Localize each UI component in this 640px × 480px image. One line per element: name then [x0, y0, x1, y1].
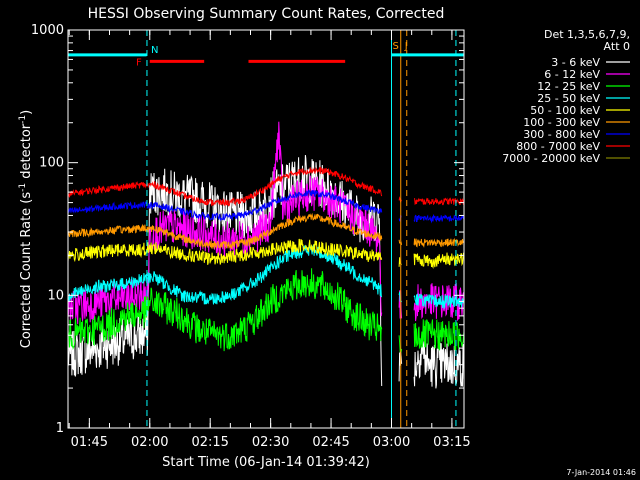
legend-label: 100 - 300 keV	[523, 116, 600, 129]
legend-label: 7000 - 20000 keV	[502, 152, 600, 165]
legend-label: 25 - 50 keV	[537, 92, 600, 105]
legend-header-line-1: Det 1,3,5,6,7,9,	[544, 28, 630, 41]
y-tick-label: 10	[47, 288, 64, 303]
legend-label: 50 - 100 keV	[530, 104, 600, 117]
x-tick-label: 03:00	[373, 435, 410, 450]
y-tick-label: 100	[39, 156, 64, 171]
y-tick-label: 1	[56, 421, 64, 436]
x-axis: 01:45 02:00 02:15 02:30 02:45 03:00 03:15	[68, 30, 471, 450]
x-tick-label: 03:15	[433, 435, 470, 450]
plot-area: NF S J	[67, 30, 465, 428]
legend-label: 3 - 6 keV	[551, 56, 600, 69]
x-tick-label: 02:00	[131, 435, 168, 450]
x-tick-label: 02:15	[191, 435, 228, 450]
legend-label: 12 - 25 keV	[537, 80, 600, 93]
flag-label-S: S	[392, 41, 398, 52]
x-tick-label: 02:30	[252, 435, 289, 450]
y-axis-label: Corrected Count Rate (s-1 detector-1)	[18, 110, 34, 348]
plot-frame	[67, 29, 465, 429]
x-tick-label: 01:45	[71, 435, 108, 450]
x-axis-label: Start Time (06-Jan-14 01:39:42)	[162, 455, 370, 470]
flag-label-J: J	[404, 41, 408, 52]
legend-label: 300 - 800 keV	[523, 128, 600, 141]
x-tick-label: 02:45	[312, 435, 349, 450]
y-axis: 1 10 100 1000	[31, 23, 464, 436]
y-tick-label: 1000	[31, 23, 64, 38]
footer-timestamp: 7-Jan-2014 01:46	[566, 468, 636, 477]
flag-label-F: F	[136, 57, 142, 68]
legend-header-line-2: Att 0	[604, 40, 630, 53]
flag-label-N: N	[151, 45, 158, 56]
legend-label: 800 - 7000 keV	[516, 140, 600, 153]
chart-title: HESSI Observing Summary Count Rates, Cor…	[88, 6, 445, 22]
legend-label: 6 - 12 keV	[544, 68, 600, 81]
